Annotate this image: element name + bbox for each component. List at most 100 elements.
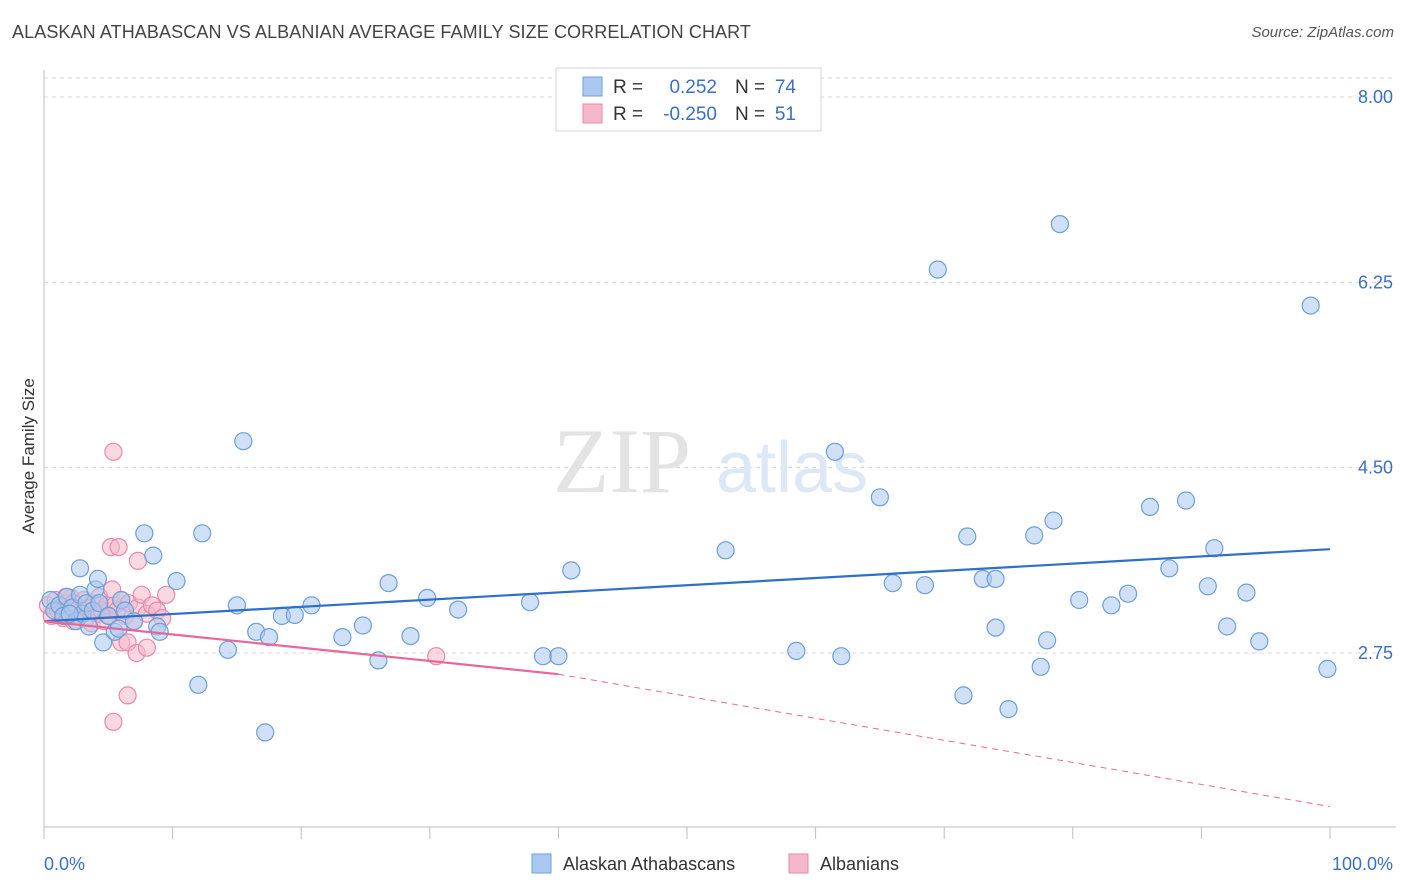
data-point: [787, 641, 806, 661]
data-point: [1217, 617, 1237, 636]
data-point: [60, 604, 79, 623]
data-point: [986, 569, 1005, 589]
data-point: [1118, 584, 1138, 603]
data-point: [549, 647, 568, 666]
x-axis-ticks: [43, 827, 1331, 839]
trend-line-albanians: [43, 620, 559, 676]
data-point: [104, 712, 123, 731]
data-point: [954, 686, 973, 705]
data-point: [1102, 596, 1121, 615]
data-point: [353, 616, 372, 635]
data-point: [1070, 590, 1089, 610]
x-tick-label-max: 100.0%: [1332, 854, 1393, 874]
legend-r-label-blue: R =: [613, 77, 643, 98]
legend-n-label-blue: N =: [735, 77, 765, 98]
data-point: [1140, 497, 1160, 516]
alaskan-athabascans-points: [41, 215, 1337, 742]
y-tick-label: 2.75: [1358, 643, 1393, 663]
data-point: [832, 647, 851, 666]
data-point: [379, 573, 398, 593]
data-point: [144, 546, 163, 565]
data-point: [883, 573, 902, 593]
data-point: [928, 260, 947, 279]
data-point: [418, 588, 437, 608]
watermark-zip: ZIP: [553, 410, 691, 512]
legend-swatch-pink: [582, 103, 603, 124]
legend-n-label-pink: N =: [735, 104, 765, 125]
data-point: [256, 723, 275, 742]
data-point: [333, 627, 352, 647]
data-point: [825, 442, 845, 461]
data-point: [285, 605, 304, 625]
series-legend-label-blue: Alaskan Athabascans: [563, 854, 735, 874]
data-point: [104, 442, 123, 461]
series-legend: Alaskan Athabascans Albanians: [531, 853, 899, 874]
data-point: [1050, 215, 1070, 234]
data-point: [189, 675, 208, 694]
series-legend-swatch-pink: [788, 853, 809, 874]
data-point: [999, 699, 1018, 719]
series-legend-label-pink: Albanians: [820, 854, 899, 874]
data-point: [193, 524, 212, 543]
trend-line-alaskan-athabascans: [43, 548, 1331, 623]
legend-n-value-pink: 51: [775, 104, 796, 125]
data-point: [1160, 559, 1179, 578]
gridlines: [44, 77, 1396, 654]
data-point: [1044, 511, 1063, 530]
series-legend-swatch-blue: [531, 853, 552, 874]
watermark-atlas: atlas: [716, 428, 868, 508]
y-tick-label: 6.25: [1358, 272, 1393, 292]
data-point: [157, 585, 176, 604]
data-point: [1198, 577, 1217, 596]
y-tick-label: 4.50: [1358, 458, 1393, 478]
data-point: [135, 524, 154, 543]
data-point: [109, 537, 128, 557]
y-axis-label: Average Family Size: [19, 378, 38, 534]
chart-title: ALASKAN ATHABASCAN VS ALBANIAN AVERAGE F…: [12, 22, 752, 42]
data-point: [137, 638, 156, 657]
data-point: [1205, 539, 1224, 558]
y-tick-labels: 2.75 4.50 6.25 8.00: [1358, 87, 1393, 663]
data-point: [234, 432, 253, 451]
axes: [43, 70, 1396, 828]
data-point: [915, 576, 935, 595]
data-point: [259, 627, 279, 647]
data-point: [870, 488, 890, 507]
trend-lines: [43, 548, 1331, 808]
data-point: [716, 541, 735, 560]
data-point: [1176, 491, 1196, 510]
data-point: [520, 593, 540, 612]
data-point: [562, 561, 581, 580]
data-point: [1037, 631, 1057, 650]
data-point: [533, 647, 553, 666]
data-point: [118, 686, 137, 705]
data-point: [94, 633, 113, 652]
data-point: [401, 626, 420, 646]
data-point: [218, 640, 237, 659]
data-point: [99, 606, 118, 626]
y-tick-label: 8.00: [1358, 87, 1393, 107]
data-point: [1318, 659, 1337, 679]
x-tick-label-min: 0.0%: [44, 854, 85, 874]
legend-r-label-pink: R =: [613, 104, 643, 125]
source-credit: Source: ZipAtlas.com: [1251, 24, 1394, 41]
data-point: [90, 594, 109, 613]
data-point: [1237, 583, 1256, 602]
data-point: [1025, 526, 1044, 545]
data-point: [449, 600, 468, 619]
data-point: [958, 527, 977, 546]
data-point: [1301, 296, 1320, 315]
trend-line-albanians-extension: [558, 673, 1331, 808]
stats-legend: R = 0.252 N = 74 R = -0.250 N = 51: [555, 67, 822, 132]
data-point: [1031, 657, 1050, 676]
data-point: [986, 618, 1005, 637]
data-point: [88, 569, 108, 589]
legend-n-value-blue: 74: [775, 77, 797, 98]
legend-r-value-blue: 0.252: [669, 77, 717, 98]
data-point: [128, 551, 147, 571]
data-point: [167, 571, 186, 591]
data-point: [70, 559, 90, 578]
data-point: [1250, 632, 1269, 651]
legend-r-value-pink: -0.250: [663, 104, 717, 125]
